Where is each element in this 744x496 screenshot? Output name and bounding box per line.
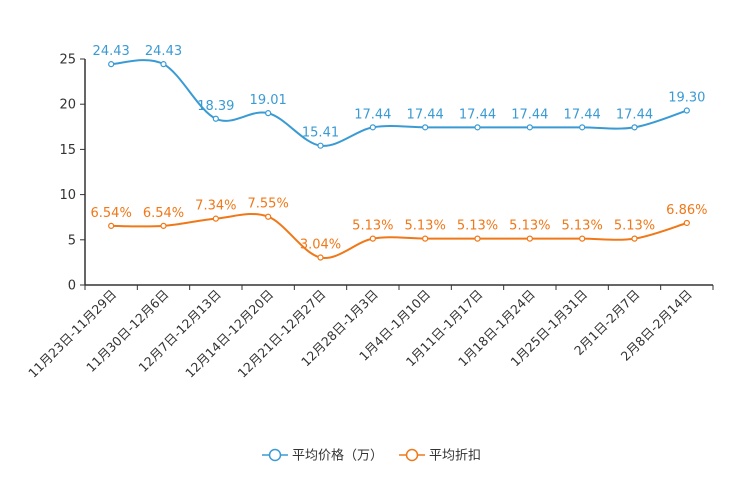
y-tick-label: 20 (59, 98, 76, 113)
series-line (111, 213, 688, 259)
data-point[interactable] (160, 61, 167, 68)
data-label: 17.44 (407, 107, 444, 122)
data-label: 17.44 (511, 107, 548, 122)
series-layer: 24.43 24.43 18.39 19.01 15.41 17.44 17.44 17.44… (91, 44, 707, 261)
legend-label: 平均价格（万） (292, 448, 383, 464)
data-label: 5.13% (562, 219, 603, 234)
data-label: 15.41 (302, 126, 339, 141)
data-label: 5.13% (405, 219, 446, 234)
data-label: 17.44 (616, 107, 653, 122)
data-point[interactable] (683, 219, 690, 227)
data-point[interactable] (579, 235, 586, 242)
data-label: 7.34% (195, 199, 236, 214)
legend-item-1[interactable]: 平均价格（万） (262, 448, 383, 464)
data-point[interactable] (160, 222, 167, 229)
data-label: 24.43 (93, 44, 130, 59)
data-label: 6.54% (143, 206, 184, 221)
data-point[interactable] (579, 124, 586, 131)
data-point[interactable] (369, 235, 376, 242)
data-point[interactable] (422, 235, 429, 242)
data-point[interactable] (474, 124, 481, 131)
data-label: 5.13% (509, 219, 550, 234)
x-tick-label: 12月14日-12月20日 (182, 287, 276, 381)
data-point[interactable] (526, 235, 533, 242)
data-label: 7.55% (248, 197, 289, 212)
x-tick-label: 11月23日-11月29日 (25, 287, 119, 381)
data-label: 6.54% (91, 206, 132, 221)
data-point[interactable] (369, 124, 376, 131)
x-tick-label: 12月21日-12月27日 (234, 287, 328, 381)
legend-label: 平均折扣 (429, 449, 481, 464)
legend-circle-icon (268, 448, 282, 462)
legend: 平均价格（万） 平均折扣 (262, 448, 481, 464)
data-label: 18.39 (197, 99, 234, 114)
data-point[interactable] (317, 254, 324, 261)
data-point[interactable] (265, 213, 272, 220)
data-point[interactable] (212, 115, 219, 122)
data-label: 3.04% (300, 238, 341, 253)
y-tick-label: 15 (59, 143, 76, 158)
data-point[interactable] (631, 124, 638, 131)
data-point[interactable] (108, 222, 115, 229)
data-point[interactable] (265, 110, 272, 117)
data-label: 5.13% (352, 219, 393, 234)
y-tick-label: 0 (68, 279, 76, 294)
data-point[interactable] (108, 61, 115, 68)
data-label: 17.44 (459, 107, 496, 122)
data-label: 24.43 (145, 44, 182, 59)
data-point[interactable] (212, 215, 219, 222)
y-tick-label: 10 (59, 188, 76, 203)
data-label: 6.86% (666, 203, 707, 218)
data-point[interactable] (526, 124, 533, 131)
data-label: 17.44 (564, 107, 601, 122)
series-1: 24.43 24.43 18.39 19.01 15.41 17.44 17.44 17.44… (93, 44, 705, 149)
data-label: 5.13% (614, 219, 655, 234)
data-point[interactable] (317, 142, 324, 149)
data-label: 19.30 (668, 91, 705, 106)
data-label: 19.01 (250, 93, 287, 108)
legend-item-2[interactable]: 平均折扣 (399, 449, 481, 464)
series-2: 6.54% 6.54% 7.34% 7.55% 3.04% 5.13% 5.13% 5.13%… (91, 197, 707, 261)
data-label: 17.44 (354, 107, 391, 122)
y-tick-label: 5 (68, 233, 76, 248)
legend-circle-icon (405, 448, 419, 462)
data-point[interactable] (631, 235, 638, 242)
y-tick-label: 25 (59, 53, 76, 68)
data-point[interactable] (474, 235, 481, 242)
data-label: 5.13% (457, 219, 498, 234)
data-point[interactable] (422, 124, 429, 131)
data-point[interactable] (683, 107, 690, 114)
